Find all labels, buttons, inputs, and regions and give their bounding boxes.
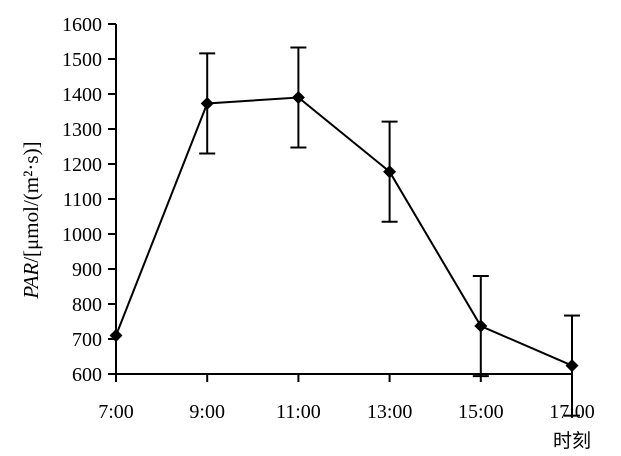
x-tick-label: 7:00	[98, 401, 134, 423]
y-tick-label: 700	[72, 329, 102, 351]
y-tick-label: 1000	[62, 224, 102, 246]
x-tick-label: 13:00	[367, 401, 413, 423]
y-axis: 600 700 800 900 1000 1100 1200 1300 1400 1500 1600	[62, 14, 117, 386]
x-tick-label: 9:00	[189, 401, 225, 423]
series-polyline	[115, 96, 573, 367]
x-axis: 7:00 9:00 11:00 13:00 15:00 17:00	[98, 373, 595, 423]
y-tick-label: 900	[72, 259, 102, 281]
x-tick-label: 15:00	[458, 401, 504, 423]
x-tick-label: 11:00	[276, 401, 321, 423]
y-tick-label: 1400	[62, 84, 102, 106]
y-tick-label: 800	[72, 294, 102, 316]
series-line	[115, 96, 573, 367]
error-bars	[199, 46, 580, 417]
y-tick-label: 1300	[62, 119, 102, 141]
data-point	[474, 319, 488, 333]
y-tick-label: 1600	[62, 14, 102, 36]
y-axis-label: PAR/[μmol/(m²·s)]	[19, 141, 43, 299]
y-tick-label: 600	[72, 364, 102, 386]
data-point	[383, 165, 397, 179]
y-tick-label: 1500	[62, 49, 102, 71]
y-tick-label: 1200	[62, 154, 102, 176]
data-point	[109, 329, 123, 342]
data-point	[565, 359, 579, 373]
data-markers	[109, 91, 579, 373]
data-point	[291, 91, 305, 104]
y-tick-label: 1100	[63, 189, 102, 211]
x-axis-label: 时刻	[553, 430, 591, 452]
data-point	[200, 96, 214, 110]
